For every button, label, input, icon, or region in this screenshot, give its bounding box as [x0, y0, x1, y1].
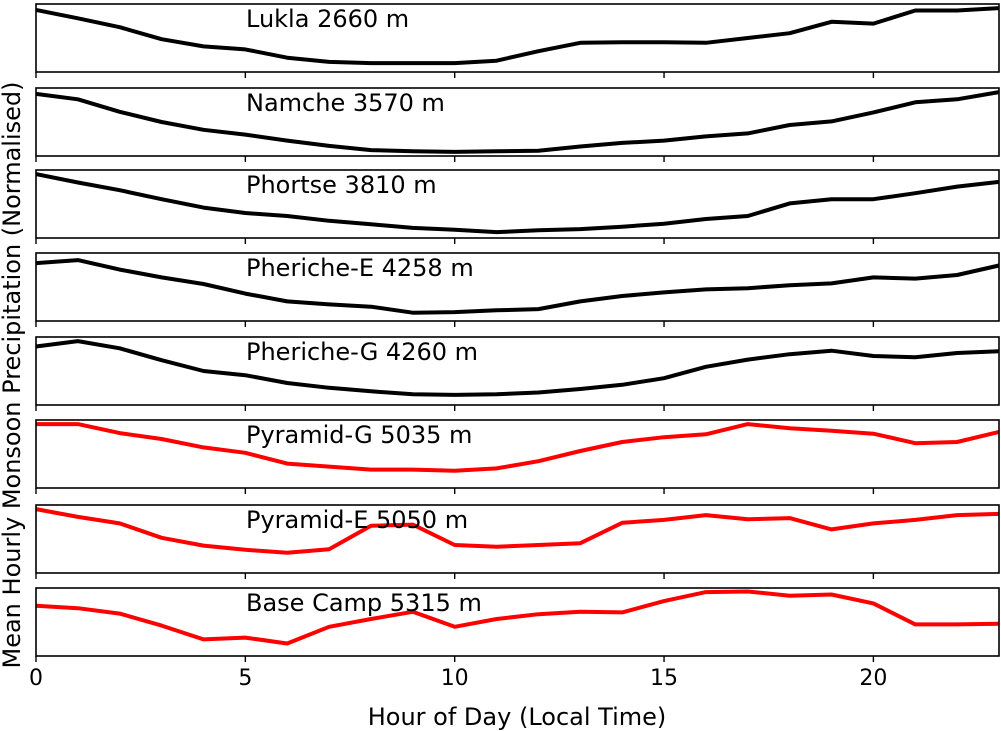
x-axis-ticks: 0 5 10 15 20	[29, 666, 887, 691]
series-name-label: Pheriche-E 4258 m	[246, 254, 474, 282]
series-line	[35, 172, 1000, 235]
x-tick-label: 10	[441, 666, 469, 691]
series-name-label: Pyramid-E 5050 m	[246, 506, 468, 534]
panel-lukla-2660-m: Lukla 2660 m	[35, 3, 1000, 78]
x-tick-label: 15	[650, 666, 678, 691]
y-axis-label: Mean Hourly Monsoon Precipitation (Norma…	[0, 81, 26, 668]
series-line	[35, 90, 1000, 154]
x-tick-label: 20	[859, 666, 887, 691]
series-line	[35, 339, 1000, 397]
panel-phortse-3810-m: Phortse 3810 m	[35, 169, 1000, 244]
x-tick-label: 5	[238, 666, 252, 691]
panel-frame	[35, 419, 1000, 489]
series-name-label: Pyramid-G 5035 m	[246, 421, 472, 449]
series-line	[35, 589, 1000, 646]
series-name-label: Base Camp 5315 m	[246, 589, 482, 617]
panel-frame	[35, 504, 1000, 574]
series-name-label: Lukla 2660 m	[246, 5, 409, 33]
panel-frame	[35, 252, 1000, 322]
series-name-label: Phortse 3810 m	[246, 171, 437, 199]
panel-namche-3570-m: Namche 3570 m	[35, 87, 1000, 162]
series-line	[35, 258, 1000, 315]
x-axis-label: Hour of Day (Local Time)	[368, 703, 667, 731]
panel-frame	[35, 587, 1000, 657]
series-line	[35, 507, 1000, 555]
panels: Lukla 2660 m Namche 3570 m Phortse 3810 m P…	[35, 3, 1000, 662]
series-line	[36, 422, 1000, 473]
panel-base-camp-5315-m: Base Camp 5315 m	[35, 587, 1000, 662]
series-line	[35, 6, 1000, 66]
series-name-label: Namche 3570 m	[246, 89, 445, 117]
panel-frame	[35, 3, 1000, 73]
series-name-label: Pheriche-G 4260 m	[246, 338, 478, 366]
panel-pyramid-g-5035-m: Pyramid-G 5035 m	[35, 419, 1000, 494]
panel-frame	[35, 87, 1000, 157]
panel-pyramid-e-5050-m: Pyramid-E 5050 m	[35, 504, 1000, 579]
panel-pheriche-g-4260-m: Pheriche-G 4260 m	[35, 336, 1000, 411]
panel-frame	[35, 336, 1000, 406]
panel-pheriche-e-4258-m: Pheriche-E 4258 m	[35, 252, 1000, 327]
x-tick-label: 0	[29, 666, 43, 691]
panel-frame	[35, 169, 1000, 239]
